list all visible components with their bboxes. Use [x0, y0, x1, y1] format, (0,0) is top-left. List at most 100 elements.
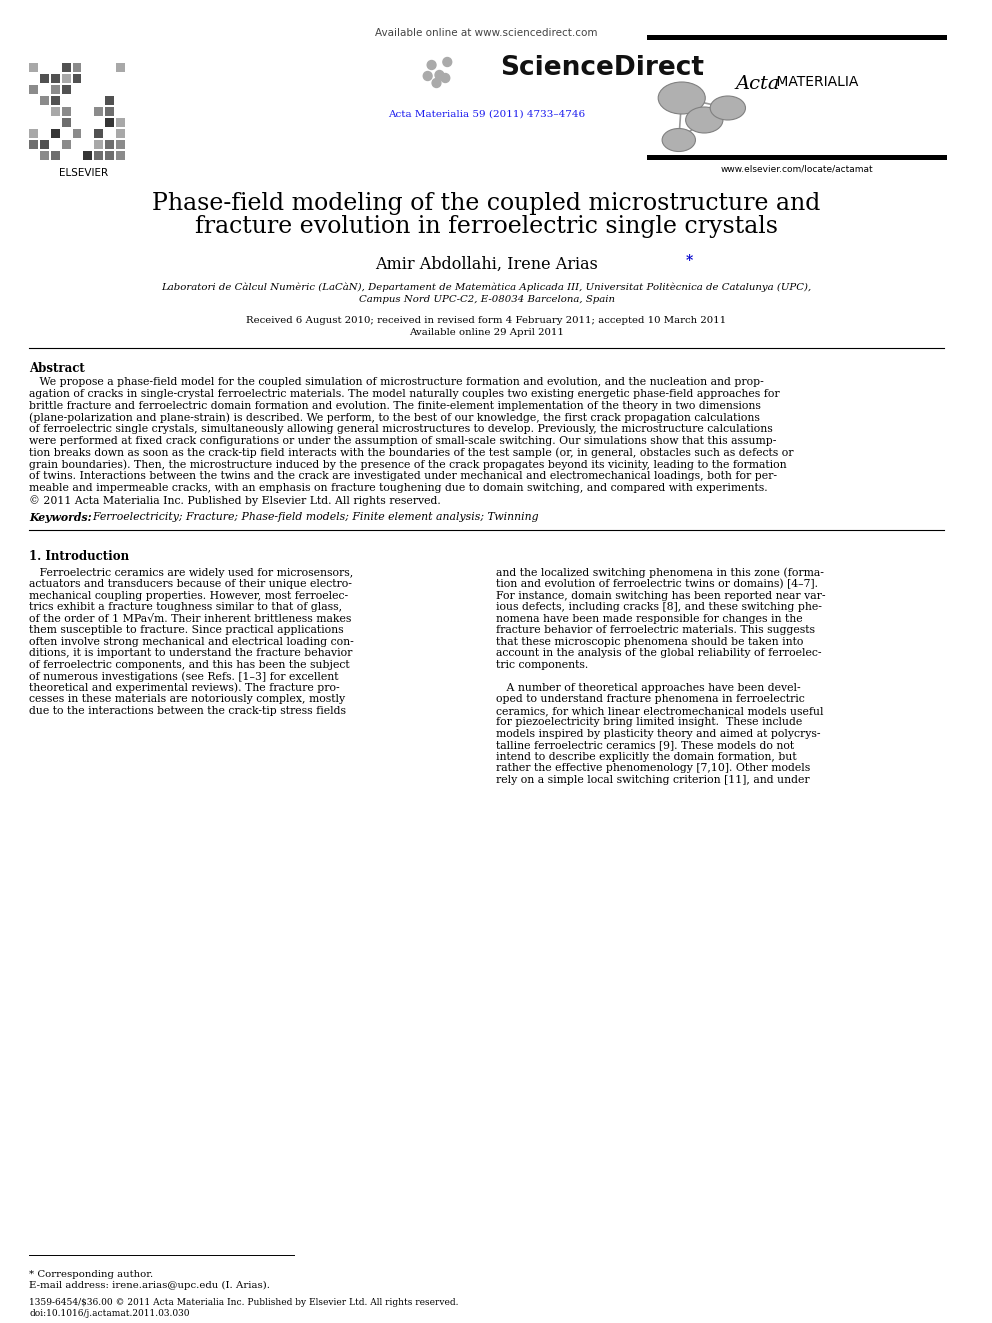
Bar — [72, 74, 81, 83]
Text: *: * — [685, 254, 692, 269]
Text: Amir Abdollahi, Irene Arias: Amir Abdollahi, Irene Arias — [375, 255, 598, 273]
Bar — [105, 107, 114, 116]
Bar — [51, 97, 60, 105]
Bar — [62, 140, 70, 149]
Bar — [51, 85, 60, 94]
Text: were performed at fixed crack configurations or under the assumption of small-sc: were performed at fixed crack configurat… — [30, 437, 777, 446]
Bar — [94, 107, 103, 116]
Text: rather the effective phenomenology [7,10]. Other models: rather the effective phenomenology [7,10… — [496, 763, 810, 774]
Text: agation of cracks in single-crystal ferroelectric materials. The model naturally: agation of cracks in single-crystal ferr… — [30, 389, 780, 398]
Text: often involve strong mechanical and electrical loading con-: often involve strong mechanical and elec… — [30, 636, 354, 647]
Text: of ferroelectric components, and this has been the subject: of ferroelectric components, and this ha… — [30, 660, 350, 669]
Text: tion and evolution of ferroelectric twins or domains) [4–7].: tion and evolution of ferroelectric twin… — [496, 579, 818, 590]
Bar — [51, 74, 60, 83]
Text: for piezoelectricity bring limited insight.  These include: for piezoelectricity bring limited insig… — [496, 717, 803, 728]
Bar — [648, 34, 946, 40]
Bar — [116, 64, 125, 71]
Text: doi:10.1016/j.actamat.2011.03.030: doi:10.1016/j.actamat.2011.03.030 — [30, 1308, 189, 1318]
Text: mechanical coupling properties. However, most ferroelec-: mechanical coupling properties. However,… — [30, 591, 348, 601]
Bar — [51, 130, 60, 138]
Text: Abstract: Abstract — [30, 363, 85, 374]
Text: Available online 29 April 2011: Available online 29 April 2011 — [409, 328, 564, 337]
Circle shape — [428, 61, 436, 70]
Ellipse shape — [658, 82, 705, 114]
Text: actuators and transducers because of their unique electro-: actuators and transducers because of the… — [30, 579, 352, 589]
Text: meable and impermeable cracks, with an emphasis on fracture toughening due to do: meable and impermeable cracks, with an e… — [30, 483, 768, 493]
Text: trics exhibit a fracture toughness similar to that of glass,: trics exhibit a fracture toughness simil… — [30, 602, 342, 613]
Circle shape — [440, 74, 449, 82]
Text: For instance, domain switching has been reported near var-: For instance, domain switching has been … — [496, 591, 825, 601]
Circle shape — [435, 70, 443, 79]
Text: of numerous investigations (see Refs. [1–3] for excellent: of numerous investigations (see Refs. [1… — [30, 671, 339, 681]
Text: tion breaks down as soon as the crack-tip field interacts with the boundaries of: tion breaks down as soon as the crack-ti… — [30, 447, 794, 458]
Text: ELSEVIER: ELSEVIER — [59, 168, 108, 179]
Circle shape — [442, 57, 451, 66]
Text: Campus Nord UPC-C2, E-08034 Barcelona, Spain: Campus Nord UPC-C2, E-08034 Barcelona, S… — [358, 295, 614, 304]
Bar — [62, 85, 70, 94]
Text: 1359-6454/$36.00 © 2011 Acta Materialia Inc. Published by Elsevier Ltd. All righ: 1359-6454/$36.00 © 2011 Acta Materialia … — [30, 1298, 459, 1307]
Text: due to the interactions between the crack-tip stress fields: due to the interactions between the crac… — [30, 705, 346, 716]
Text: and the localized switching phenomena in this zone (forma-: and the localized switching phenomena in… — [496, 568, 824, 578]
Text: ceramics, for which linear electromechanical models useful: ceramics, for which linear electromechan… — [496, 705, 823, 716]
Text: Phase-field modeling of the coupled microstructure and: Phase-field modeling of the coupled micr… — [153, 192, 820, 216]
Text: A number of theoretical approaches have been devel-: A number of theoretical approaches have … — [496, 683, 801, 693]
Bar — [105, 97, 114, 105]
Text: fracture behavior of ferroelectric materials. This suggests: fracture behavior of ferroelectric mater… — [496, 626, 815, 635]
Text: Ferroelectric ceramics are widely used for microsensors,: Ferroelectric ceramics are widely used f… — [30, 568, 354, 578]
Bar — [105, 118, 114, 127]
Bar — [83, 151, 92, 160]
Text: * Corresponding author.: * Corresponding author. — [30, 1270, 154, 1279]
Bar — [62, 74, 70, 83]
Circle shape — [424, 71, 433, 81]
Text: fracture evolution in ferroelectric single crystals: fracture evolution in ferroelectric sing… — [195, 216, 778, 238]
Text: E-mail address: irene.arias@upc.edu (I. Arias).: E-mail address: irene.arias@upc.edu (I. … — [30, 1281, 271, 1290]
Text: tric components.: tric components. — [496, 660, 588, 669]
Bar — [62, 64, 70, 71]
Bar — [116, 130, 125, 138]
Text: brittle fracture and ferroelectric domain formation and evolution. The finite-el: brittle fracture and ferroelectric domai… — [30, 401, 761, 410]
Text: account in the analysis of the global reliability of ferroelec-: account in the analysis of the global re… — [496, 648, 821, 659]
Bar — [94, 140, 103, 149]
Text: Keywords:: Keywords: — [30, 512, 92, 523]
Text: (plane-polarization and plane-strain) is described. We perform, to the best of o: (plane-polarization and plane-strain) is… — [30, 413, 760, 423]
Bar — [116, 151, 125, 160]
Ellipse shape — [685, 107, 723, 134]
Text: grain boundaries). Then, the microstructure induced by the presence of the crack: grain boundaries). Then, the microstruct… — [30, 459, 787, 470]
Text: models inspired by plasticity theory and aimed at polycrys-: models inspired by plasticity theory and… — [496, 729, 820, 738]
Bar — [41, 140, 49, 149]
Bar — [72, 130, 81, 138]
Text: of ferroelectric single crystals, simultaneously allowing general microstructure: of ferroelectric single crystals, simult… — [30, 425, 773, 434]
Text: 1. Introduction: 1. Introduction — [30, 550, 130, 562]
Text: Acta Materialia 59 (2011) 4733–4746: Acta Materialia 59 (2011) 4733–4746 — [388, 110, 585, 119]
Text: Acta: Acta — [736, 75, 780, 93]
Text: intend to describe explicitly the domain formation, but: intend to describe explicitly the domain… — [496, 751, 797, 762]
Bar — [94, 130, 103, 138]
Text: oped to understand fracture phenomena in ferroelectric: oped to understand fracture phenomena in… — [496, 695, 806, 704]
Text: Ferroelectricity; Fracture; Phase-field models; Finite element analysis; Twinnin: Ferroelectricity; Fracture; Phase-field … — [86, 512, 539, 521]
Bar — [30, 64, 39, 71]
Bar — [116, 118, 125, 127]
Bar — [105, 151, 114, 160]
Bar — [648, 155, 946, 160]
Circle shape — [433, 78, 440, 87]
Text: that these microscopic phenomena should be taken into: that these microscopic phenomena should … — [496, 636, 804, 647]
Bar — [116, 140, 125, 149]
Text: www.elsevier.com/locate/actamat: www.elsevier.com/locate/actamat — [720, 165, 873, 175]
Bar — [51, 151, 60, 160]
Text: cesses in these materials are notoriously complex, mostly: cesses in these materials are notoriousl… — [30, 695, 345, 704]
Text: nomena have been made responsible for changes in the: nomena have been made responsible for ch… — [496, 614, 803, 624]
Text: MATERIALIA: MATERIALIA — [772, 75, 858, 89]
Bar — [41, 97, 49, 105]
Text: © 2011 Acta Materialia Inc. Published by Elsevier Ltd. All rights reserved.: © 2011 Acta Materialia Inc. Published by… — [30, 495, 441, 505]
Text: ScienceDirect: ScienceDirect — [500, 56, 704, 81]
Bar — [41, 151, 49, 160]
Text: ious defects, including cracks [8], and these switching phe-: ious defects, including cracks [8], and … — [496, 602, 822, 613]
Text: Available online at www.sciencedirect.com: Available online at www.sciencedirect.co… — [375, 28, 598, 38]
Text: rely on a simple local switching criterion [11], and under: rely on a simple local switching criteri… — [496, 775, 809, 785]
Bar — [30, 85, 39, 94]
Bar — [41, 74, 49, 83]
Bar — [30, 130, 39, 138]
Bar — [94, 151, 103, 160]
Text: Received 6 August 2010; received in revised form 4 February 2011; accepted 10 Ma: Received 6 August 2010; received in revi… — [246, 316, 726, 325]
Bar — [62, 107, 70, 116]
